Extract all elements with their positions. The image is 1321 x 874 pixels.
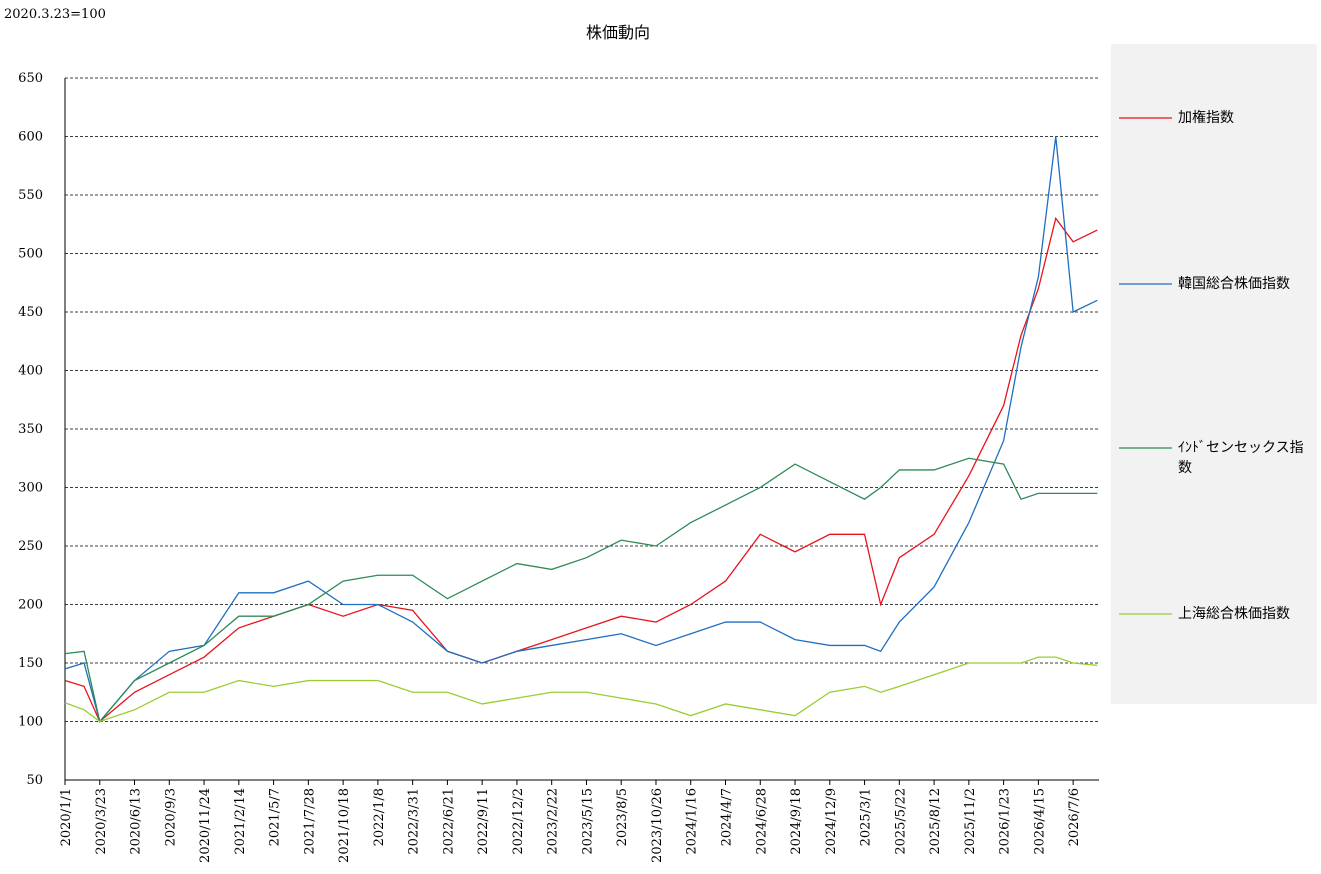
- y-tick-label: 300: [18, 481, 43, 496]
- x-tick-label: 2025/3/1: [859, 788, 874, 846]
- y-tick-label: 100: [18, 715, 43, 730]
- x-tick-label: 2026/4/15: [1032, 788, 1047, 855]
- x-tick-label: 2026/7/6: [1067, 788, 1082, 846]
- y-tick-label: 650: [18, 71, 43, 86]
- y-tick-label: 400: [18, 364, 43, 379]
- legend-label: 韓国総合株価指数: [1178, 276, 1290, 292]
- x-tick-label: 2025/8/12: [928, 788, 943, 855]
- x-tick-label: 2021/7/28: [302, 788, 317, 855]
- legend-panel: [1111, 44, 1317, 704]
- line-series: [64, 136, 1098, 723]
- x-tick-label: 2024/1/16: [685, 788, 700, 855]
- x-tick-label: 2023/10/26: [650, 788, 665, 863]
- x-tick-label: 2020/9/3: [163, 788, 178, 846]
- x-tick-label: 2022/12/2: [511, 788, 526, 855]
- y-tick-label: 500: [18, 247, 43, 262]
- x-tick-label: 2022/6/21: [441, 788, 456, 855]
- x-tick-label: 2024/12/9: [824, 788, 839, 855]
- unit-note: 2020.3.23=100: [4, 7, 106, 22]
- chart-title: 株価動向: [586, 23, 650, 42]
- x-tick-label: 2020/3/23: [94, 788, 109, 855]
- x-tick-label: 2022/1/8: [372, 788, 387, 846]
- y-tick-label: 150: [18, 656, 43, 671]
- x-tick-label: 2021/5/7: [268, 788, 283, 846]
- x-tick-label: 2023/5/15: [580, 788, 595, 855]
- line-series: [64, 457, 1098, 723]
- x-tick-label: 2022/3/31: [407, 788, 422, 855]
- x-tick-label: 2022/9/11: [476, 788, 491, 855]
- x-tick-label: 2021/2/14: [233, 788, 248, 855]
- legend-label: 加権指数: [1178, 110, 1234, 126]
- legend-label: 上海総合株価指数: [1178, 606, 1290, 622]
- y-tick-label: 450: [18, 305, 43, 320]
- y-tick-label: 250: [18, 539, 43, 554]
- x-tick-label: 2024/4/7: [720, 788, 735, 846]
- y-tick-label: 350: [18, 422, 43, 437]
- x-tick-label: 2020/11/24: [198, 788, 213, 863]
- x-tick-label: 2020/6/13: [129, 788, 144, 855]
- line-series: [64, 656, 1098, 723]
- line-series: [64, 216, 1098, 723]
- legend-label: ｲﾝﾄﾞセンセックス指数: [1178, 440, 1304, 476]
- x-tick-label: 2020/1/1: [59, 788, 74, 846]
- x-tick-label: 2024/6/28: [754, 788, 769, 855]
- y-tick-label: 50: [26, 773, 43, 788]
- x-tick-label: 2026/1/23: [998, 788, 1013, 855]
- x-tick-label: 2025/5/22: [893, 788, 908, 855]
- x-tick-label: 2023/8/5: [615, 788, 630, 846]
- y-tick-label: 600: [18, 130, 43, 145]
- x-tick-label: 2024/9/18: [789, 788, 804, 855]
- y-tick-label: 550: [18, 188, 43, 203]
- y-tick-label: 200: [18, 598, 43, 613]
- x-tick-label: 2025/11/2: [963, 788, 978, 855]
- x-tick-label: 2023/2/22: [546, 788, 561, 855]
- x-tick-label: 2021/10/18: [337, 788, 352, 863]
